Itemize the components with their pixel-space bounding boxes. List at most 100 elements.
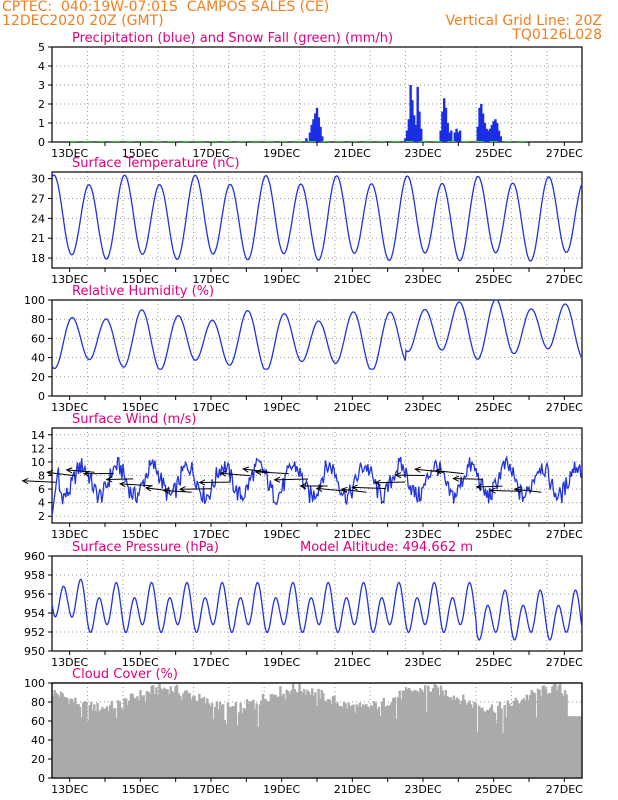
cloud-bar [387,705,390,778]
cloud-bar [252,699,255,778]
cloud-bar [412,690,416,778]
cloud-bar [479,708,482,778]
cloud-bar [258,704,261,778]
cloud-bar [382,697,385,778]
cloud-bar [536,688,540,778]
cloud-bar [450,699,454,778]
x-tick-label: 15DEC [122,147,159,160]
cloud-bar [535,717,538,778]
cloud-bar [573,716,576,778]
cloud-bar [121,709,125,778]
precip-bar [443,98,446,142]
cloud-bar [91,710,95,778]
precip-bar [488,128,492,142]
cloud-bar [350,705,354,778]
cloud-bar [433,684,436,778]
cloud-bar [264,699,268,778]
cloud-bar [107,711,110,778]
precip-bar [458,130,462,142]
x-tick-label: 25DEC [475,783,512,796]
x-tick-label: 13DEC [51,401,88,414]
cloud-bar [296,692,300,778]
cloud-bar [193,695,196,778]
panel-title: Relative Humidity (%) [72,284,214,299]
cloud-bar [436,687,440,778]
y-tick-label: 4 [38,60,45,73]
cloud-bar [245,699,249,778]
cloud-bar [552,684,556,778]
cloud-bar [285,689,288,778]
cloud-bar [328,699,331,778]
cloud-bar [237,712,241,778]
cloud-bar [428,691,432,778]
cloud-bar [449,697,452,778]
y-tick-label: 100 [24,294,45,307]
cloud-bar [498,701,502,778]
y-tick-label: 956 [24,588,45,601]
y-tick-label: 950 [24,645,45,658]
cloud-bar [155,687,158,778]
panel-frame-top [51,682,583,779]
cloud-bar [485,709,489,778]
cloud-bar [349,706,352,778]
cloud-bar [312,695,316,778]
precip-bar [446,123,449,142]
y-tick-label: 60 [31,332,45,345]
cloud-bar [555,690,559,778]
cloud-bar [104,708,107,778]
wind-arrow-head [394,472,402,479]
cloud-bar [250,702,254,778]
wind-arrow [341,488,367,493]
cloud-bar [508,703,511,778]
cloud-bar [544,688,548,778]
precip-bar [418,111,421,142]
cloud-bar [72,702,75,778]
wind-arrow-head [434,468,442,475]
cloud-bar [503,705,506,778]
cloud-bar [215,701,219,778]
cloud-bar [290,690,293,778]
precip-bar [420,128,423,142]
panel-precip: 0 1 2 3 4 5 13DEC 15DEC 17DEC 19DEC 21DEC 23DEC 25DE… [38,31,583,160]
cloud-bar [144,702,147,778]
cloud-bar [474,703,478,778]
cloud-bar [159,688,163,778]
cloud-bar [482,711,486,778]
wind-speed-line [51,454,582,517]
cloud-bar [303,689,306,778]
cloud-bar [110,700,114,778]
cloud-bar [392,697,395,778]
precip-bar [497,130,501,142]
cloud-bar [462,694,465,778]
cloud-bar [96,702,99,778]
cloud-bar [274,694,277,778]
cloud-bar [559,683,562,778]
wind-arrow-head [219,470,227,477]
wind-arrow [66,469,95,473]
cloud-bar [204,703,207,778]
cloud-bar [374,702,378,778]
x-tick-label: 17DEC [192,783,229,796]
x-tick-label: 21DEC [334,401,371,414]
cloud-bar [94,711,98,778]
y-tick-label: 6 [38,483,45,496]
cloud-bar [59,691,63,778]
y-tick-label: 2 [38,98,45,111]
cloud-bar [136,696,139,778]
x-tick-label: 17DEC [192,528,229,541]
cloud-bar [438,695,441,778]
precip-bar [494,119,497,142]
cloud-bar [352,704,355,778]
cloud-bar [80,717,83,778]
wind-arrow-head [162,487,170,494]
precip-bar [308,132,312,142]
panel-pressure: 950 952 954 956 958 960 13DEC 15DEC 17DEC 19DEC 21… [24,540,583,669]
cloud-bar [444,689,447,778]
precip-bar [314,113,317,142]
cloud-bar [533,693,537,778]
cloud-bar [207,703,211,778]
cloud-bar [368,708,371,778]
cloud-bar [409,690,413,778]
precip-bar [414,124,418,142]
cloud-bar [404,687,408,778]
